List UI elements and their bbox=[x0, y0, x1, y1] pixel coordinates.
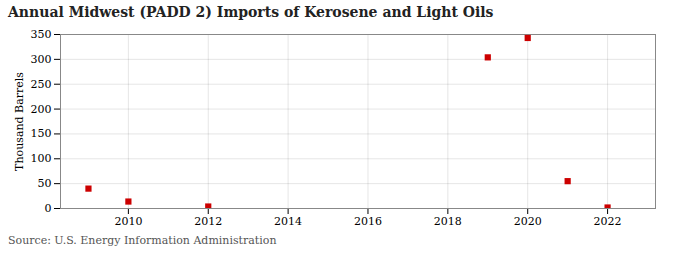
svg-text:2010: 2010 bbox=[114, 215, 142, 228]
svg-text:250: 250 bbox=[31, 78, 52, 91]
svg-text:150: 150 bbox=[31, 127, 52, 140]
svg-text:0: 0 bbox=[45, 202, 52, 215]
svg-text:100: 100 bbox=[31, 152, 52, 165]
svg-text:2012: 2012 bbox=[194, 215, 222, 228]
svg-text:Thousand Barrels: Thousand Barrels bbox=[13, 72, 26, 171]
svg-text:2022: 2022 bbox=[594, 215, 622, 228]
svg-text:2016: 2016 bbox=[354, 215, 382, 228]
html-text:Source: U.S. Energy Informatio: Source: U.S. Energy Information Administ… bbox=[8, 234, 277, 247]
svg-text:2018: 2018 bbox=[434, 215, 462, 228]
svg-text:200: 200 bbox=[31, 103, 52, 116]
svg-text:2014: 2014 bbox=[274, 215, 302, 228]
svg-text:2020: 2020 bbox=[514, 215, 542, 228]
html-text:Annual Midwest (PADD 2) Import: Annual Midwest (PADD 2) Imports of Keros… bbox=[8, 4, 494, 20]
svg-text:350: 350 bbox=[31, 28, 52, 41]
svg-text:50: 50 bbox=[38, 177, 52, 190]
svg-text:300: 300 bbox=[31, 53, 52, 66]
